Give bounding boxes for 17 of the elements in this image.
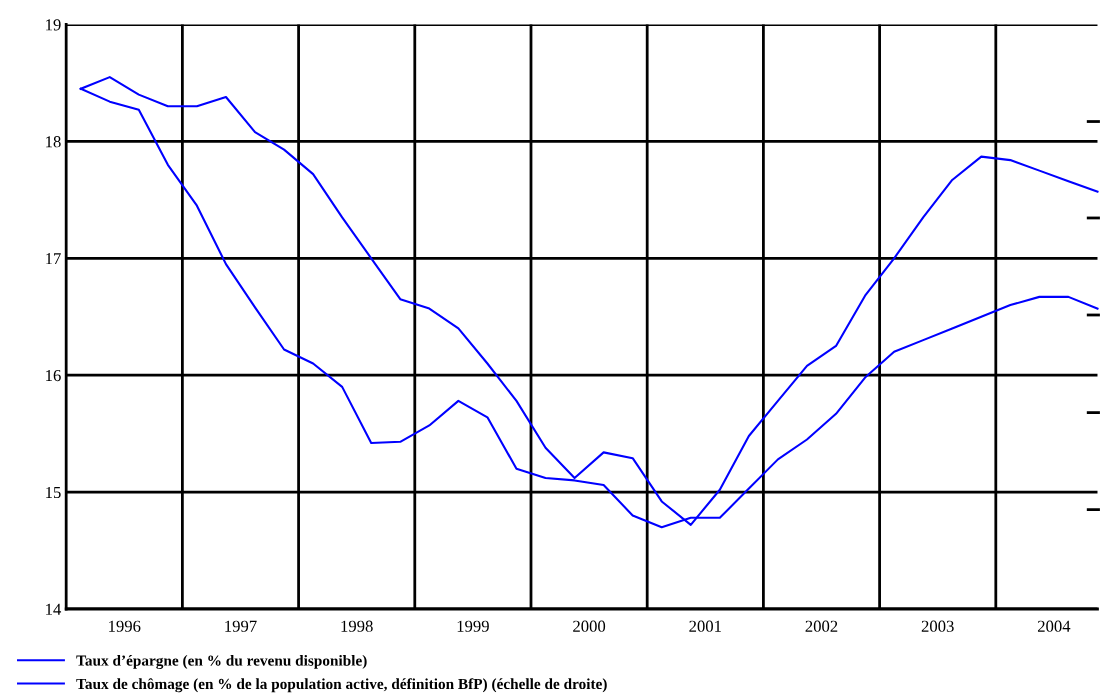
y-tick-label: 16 xyxy=(46,369,61,382)
legend-label: Taux d’épargne (en % du revenu disponible) xyxy=(76,654,367,669)
y-tick-label: 18 xyxy=(46,136,61,148)
x-tick-label: 2004 xyxy=(1037,620,1071,632)
x-tick-label: 2000 xyxy=(573,620,606,632)
x-tick-label: 1999 xyxy=(457,620,489,632)
legend-label: Taux de chômage (en % de la population active, définition BfP) (échelle de droite) xyxy=(76,678,607,693)
y-tick-label: 15 xyxy=(46,486,61,499)
x-tick-label: 1997 xyxy=(225,620,257,632)
x-tick-label: 2001 xyxy=(689,620,721,632)
x-tick-label: 1998 xyxy=(341,620,373,632)
y-tick-label: 19 xyxy=(46,19,61,31)
y-tick-label: 14 xyxy=(46,603,62,615)
x-tick-label: 1996 xyxy=(109,620,141,632)
x-tick-label: 2003 xyxy=(921,620,954,632)
x-tick-label: 2002 xyxy=(805,620,838,632)
y-tick-label: 17 xyxy=(46,253,61,265)
